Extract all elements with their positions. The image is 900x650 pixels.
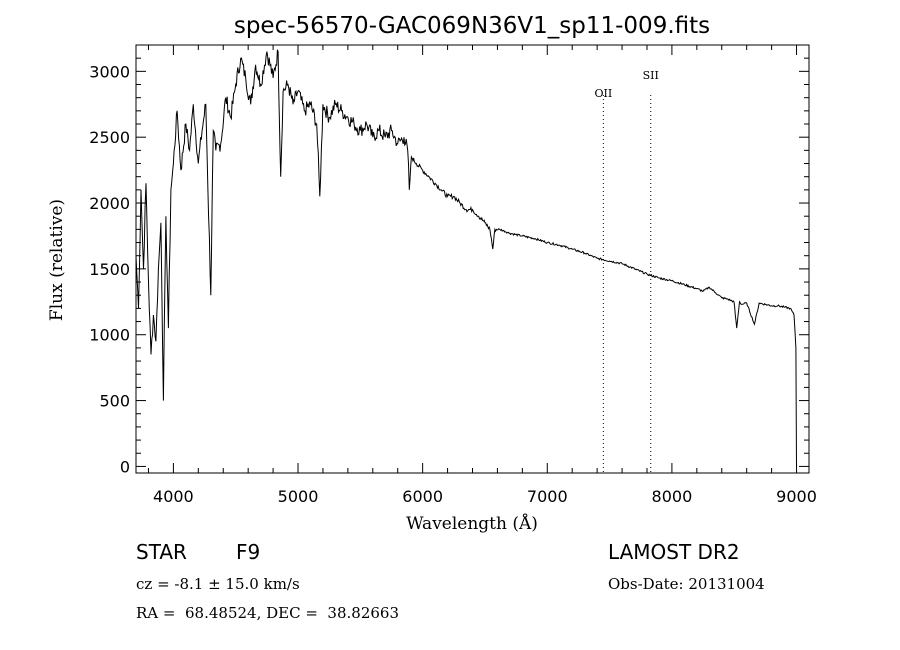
x-axis: 4000 5000 6000 7000 8000 9000 [147,45,817,506]
x-tick-label: 7000 [527,487,568,506]
y-tick-label: 0 [120,457,130,476]
y-axis-label: Flux (relative) [47,199,67,321]
plot-frame [135,44,810,474]
x-tick-label: 4000 [153,487,194,506]
line-markers: OII SII [595,69,659,473]
chart-title: spec-56570-GAC069N36V1_sp11-009.fits [234,13,710,39]
x-tick-label: 8000 [652,487,693,506]
y-tick-label: 500 [99,392,130,411]
y-tick-label: 1500 [89,260,130,279]
cz-readout: cz = -8.1 ± 15.0 km/s [136,575,300,593]
spectrum-series-line [135,49,797,467]
obs-date-readout: Obs-Date: 20131004 [608,575,765,593]
object-class: STAR [136,540,187,564]
x-tick-label: 9000 [776,487,817,506]
y-tick-label: 2000 [89,194,130,213]
spectrum-chart: spec-56570-GAC069N36V1_sp11-009.fits 400… [47,13,817,534]
x-tick-label: 6000 [402,487,443,506]
line-marker-label: OII [595,87,613,100]
line-marker-label: SII [643,69,659,82]
y-tick-label: 3000 [89,62,130,81]
y-tick-label: 1000 [89,326,130,345]
y-axis: 0 500 1000 1500 2000 2500 3000 [89,44,809,476]
spectral-subclass: F9 [236,540,261,564]
x-axis-label: Wavelength (Å) [406,513,538,534]
coordinates-readout: RA = 68.48524, DEC = 38.82663 [136,604,400,622]
x-tick-label: 5000 [278,487,319,506]
y-tick-label: 2500 [89,128,130,147]
survey-label: LAMOST DR2 [608,540,740,564]
